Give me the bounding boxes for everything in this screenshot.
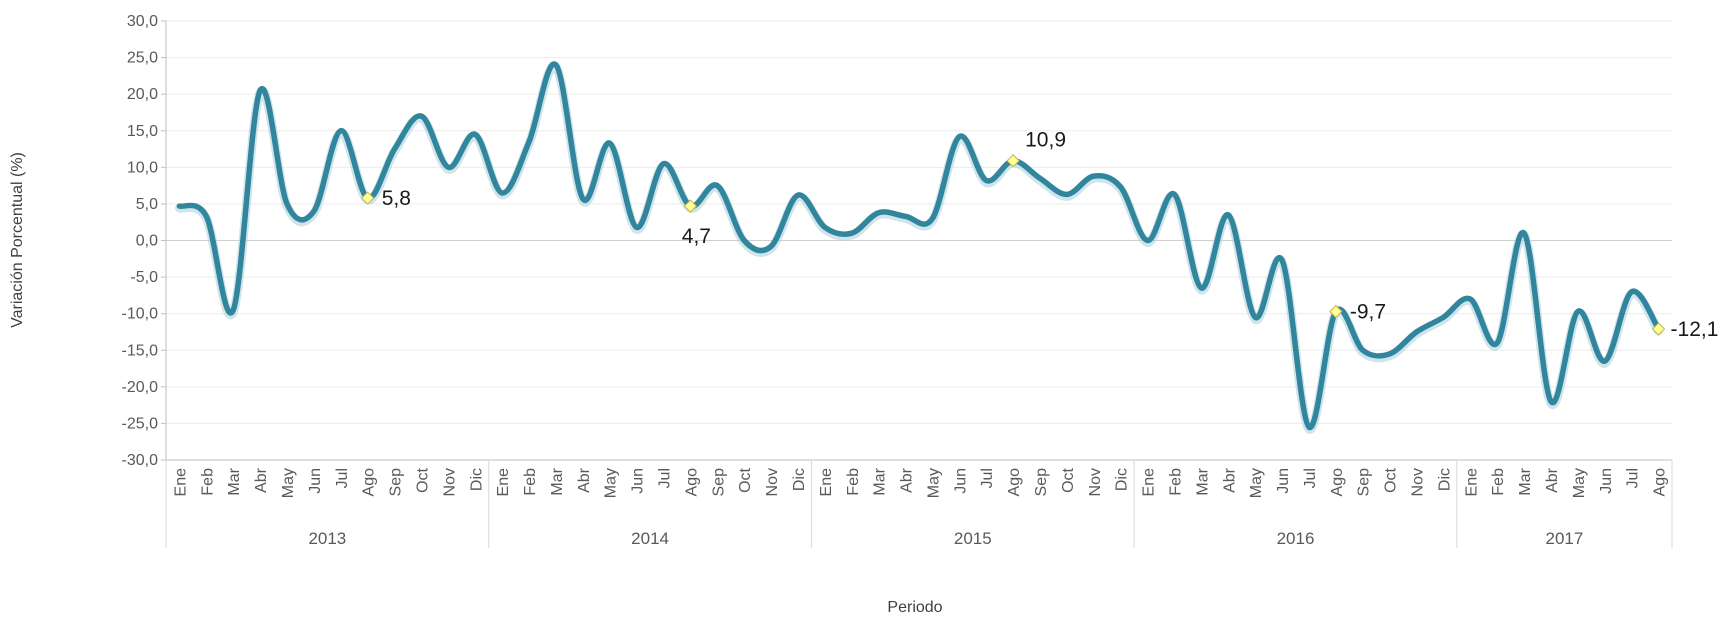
x-tick-label: Sep [1033,468,1050,497]
x-tick-label: Oct [1060,467,1077,492]
x-tick-label: Dic [1436,468,1453,491]
x-tick-label: Feb [1167,468,1184,496]
x-tick-label: Nov [441,468,458,496]
x-tick-label: May [925,468,942,498]
x-tick-label: Abr [253,467,270,493]
x-tick-label: Ene [1141,468,1158,497]
x-tick-label: Sep [1356,468,1373,497]
x-tick-label: May [1571,468,1588,498]
series-line-shadow [174,61,1664,434]
x-tick-label: Ene [818,468,835,497]
x-tick-label: Abr [576,467,593,493]
x-tick-label: Mar [226,467,243,495]
x-tick-label: Jul [979,468,996,488]
data-point-marker [1651,322,1666,336]
x-tick-label: Ago [1006,468,1023,497]
x-tick-label: Ago [361,468,378,497]
x-tick-label: Abr [899,467,916,493]
x-tick-label: Nov [1087,468,1104,496]
y-tick-label: 5,0 [136,196,158,213]
y-tick-label: 30,0 [127,13,158,30]
x-tick-label: Mar [1194,467,1211,495]
y-tick-label: -20,0 [122,379,159,396]
year-label: 2017 [1546,529,1584,548]
x-tick-label: Mar [1517,467,1534,495]
x-tick-label: Feb [199,468,216,496]
y-axis-title: Variación Porcentual (%) [9,152,26,328]
data-point-marker [1329,304,1343,319]
axes [161,20,1673,548]
data-label: 4,7 [682,225,711,248]
highlight-markers [360,154,1666,336]
x-tick-label: Nov [1410,468,1427,496]
x-tick-label: Jun [1275,468,1292,494]
year-label: 2014 [631,529,669,548]
x-tick-label: Jun [307,468,324,494]
x-tick-label: Jul [334,468,351,488]
x-tick-label: Ago [683,468,700,497]
x-tick-label: Jul [1625,468,1642,488]
y-tick-label: 20,0 [127,86,158,103]
x-tick-label: Dic [1114,468,1131,491]
x-tick-label: May [280,468,297,498]
gridlines [166,20,1672,461]
x-tick-label: Oct [737,467,754,492]
data-point-marker [360,191,375,205]
y-tick-label: 0,0 [136,233,158,250]
data-point-marker [683,199,698,213]
x-tick-label: Abr [1544,467,1561,493]
x-tick-label: Jul [1302,468,1319,488]
point-labels: 5,8 4,7 10,9 -9,7 -12,1 [382,129,1719,341]
data-label: 10,9 [1025,129,1066,152]
x-tick-label: Jun [1598,468,1615,494]
x-tick-label: May [1248,468,1265,498]
y-axis-ticks: -30,0 -25,0 -20,0 -15,0 -10,0 -5,0 0,0 5,0 10,0 1… [122,13,159,469]
x-tick-label: Oct [1383,467,1400,492]
x-tick-label: Mar [872,467,889,495]
x-tick-label: Oct [414,467,431,492]
x-axis-title: Periodo [887,599,942,616]
y-tick-label: -5,0 [130,269,158,286]
data-label: -12,1 [1671,318,1719,341]
x-tick-label: Jul [657,468,674,488]
series [174,61,1664,434]
y-tick-label: 10,0 [127,159,158,176]
x-tick-label: Dic [468,468,485,491]
x-axis-ticks: Ene Feb Mar Abr May Jun Jul Ago Sep Oct Nov Dic Ene F… [172,467,1668,498]
x-tick-label: Feb [522,468,539,496]
year-label: 2016 [1277,529,1315,548]
year-label: 2015 [954,529,992,548]
x-tick-label: Sep [710,468,727,497]
x-tick-label: Ago [1329,468,1346,497]
x-tick-label: Feb [845,468,862,496]
x-tick-label: May [603,468,620,498]
x-tick-label: Nov [764,468,781,496]
x-tick-label: Feb [1490,468,1507,496]
x-tick-label: Mar [549,467,566,495]
x-tick-label: Ene [495,468,512,497]
x-tick-label: Dic [791,468,808,491]
data-label: -9,7 [1350,300,1386,323]
y-tick-label: -15,0 [122,342,159,359]
x-tick-label: Abr [1221,467,1238,493]
data-label: 5,8 [382,187,411,210]
x-tick-label: Jun [952,468,969,494]
x-tick-label: Ene [172,468,189,497]
y-tick-label: 25,0 [127,50,158,67]
x-tick-label: Ene [1463,468,1480,497]
x-tick-label: Jun [630,468,647,494]
year-label: 2013 [308,529,346,548]
series-line [176,61,1662,430]
x-tick-label: Sep [388,468,405,497]
data-point-marker [1006,154,1020,168]
x-tick-label: Ago [1652,468,1669,497]
y-tick-label: -25,0 [122,415,159,432]
y-tick-label: -30,0 [122,452,159,469]
year-groups: 2013 2014 2015 2016 2017 [308,529,1583,548]
y-tick-label: -10,0 [122,306,159,323]
y-tick-label: 15,0 [127,123,158,140]
